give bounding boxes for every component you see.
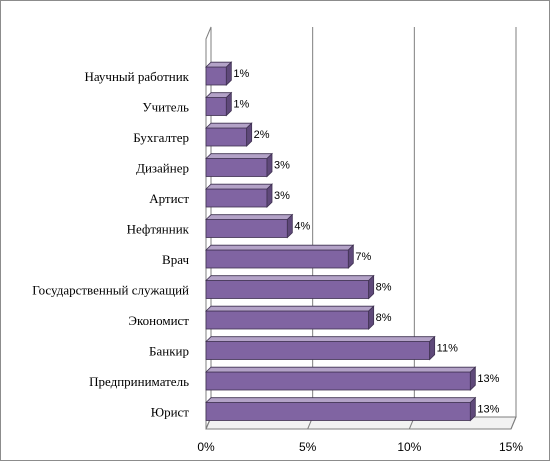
bar-front [205,341,431,360]
x-tick-label: 15% [499,440,523,454]
bar [205,152,273,178]
bar-side [368,305,375,330]
bar-top [205,366,477,373]
value-label: 11% [437,343,458,355]
bar-side [429,335,436,361]
value-label: 1% [233,68,249,80]
bars [205,61,477,422]
category-label: Экономист [128,313,189,328]
bar [205,183,273,208]
x-axis-ticks: 0% 5% 10% 15% [197,440,523,454]
bar-top [205,183,273,190]
bar-top [205,153,273,159]
value-label: 1% [233,99,249,111]
bar-top [205,305,375,312]
bar-top [205,214,294,220]
bar-top [205,275,375,281]
x-tick-label: 10% [397,440,421,454]
value-label: 2% [254,129,270,141]
bar-front [205,280,370,299]
value-label: 4% [294,221,310,233]
bar-front [205,127,248,147]
category-label: Государственный служащий [32,283,189,298]
bar-side [246,122,253,147]
bar-front [205,158,268,177]
bar-top [205,122,253,129]
category-label: Научный работник [84,69,189,84]
value-label: 8% [376,282,392,294]
bar-side [469,396,476,422]
value-label: 13% [477,373,499,385]
bar-front [205,219,288,238]
bar-front [205,188,268,208]
category-label: Нефтянник [127,222,190,237]
bar-side [286,213,293,239]
x-tick-label: 5% [299,440,317,454]
value-labels: 1% 1% 2% 3% 3% 4% 7% 8% 8% 11% 13% 13% [233,68,499,416]
bar-front [205,249,349,269]
category-label: Предприниматель [89,374,189,389]
bar-side [347,244,354,269]
gridline-floor [510,416,517,430]
x-tick-label: 0% [197,440,215,454]
bar [205,122,253,147]
bar [205,366,477,391]
bar [205,91,233,117]
category-label: Дизайнер [136,161,189,176]
value-label: 3% [274,160,290,172]
bar [205,335,436,361]
bar-side [225,91,232,117]
category-label: Юрист [151,405,190,420]
bar [205,274,375,300]
category-labels: Научный работник Учитель Бухгалтер Дизайнер… [32,69,189,420]
bar-front [205,402,471,421]
category-label: Врач [162,252,189,267]
bar-top [205,397,477,403]
bar [205,244,355,269]
bar [205,305,375,330]
bar-side [225,61,232,86]
category-label: Бухгалтер [133,130,189,145]
bar-side [368,274,375,300]
category-label: Банкир [149,344,189,359]
bar-side [266,152,273,178]
bar-side [266,183,273,208]
bar-front [205,97,227,116]
bar [205,396,477,422]
value-label: 7% [355,251,371,263]
bar-top [205,244,355,251]
bar-top [205,336,436,342]
bar-front [205,371,471,391]
bar-side [469,366,476,391]
bar [205,213,294,239]
value-label: 8% [376,312,392,324]
bar [205,61,233,86]
bar-front [205,310,370,330]
category-label: Артист [149,191,189,206]
value-label: 3% [274,190,290,202]
category-label: Учитель [142,100,189,115]
bar-front [205,66,227,86]
value-label: 13% [477,404,499,416]
